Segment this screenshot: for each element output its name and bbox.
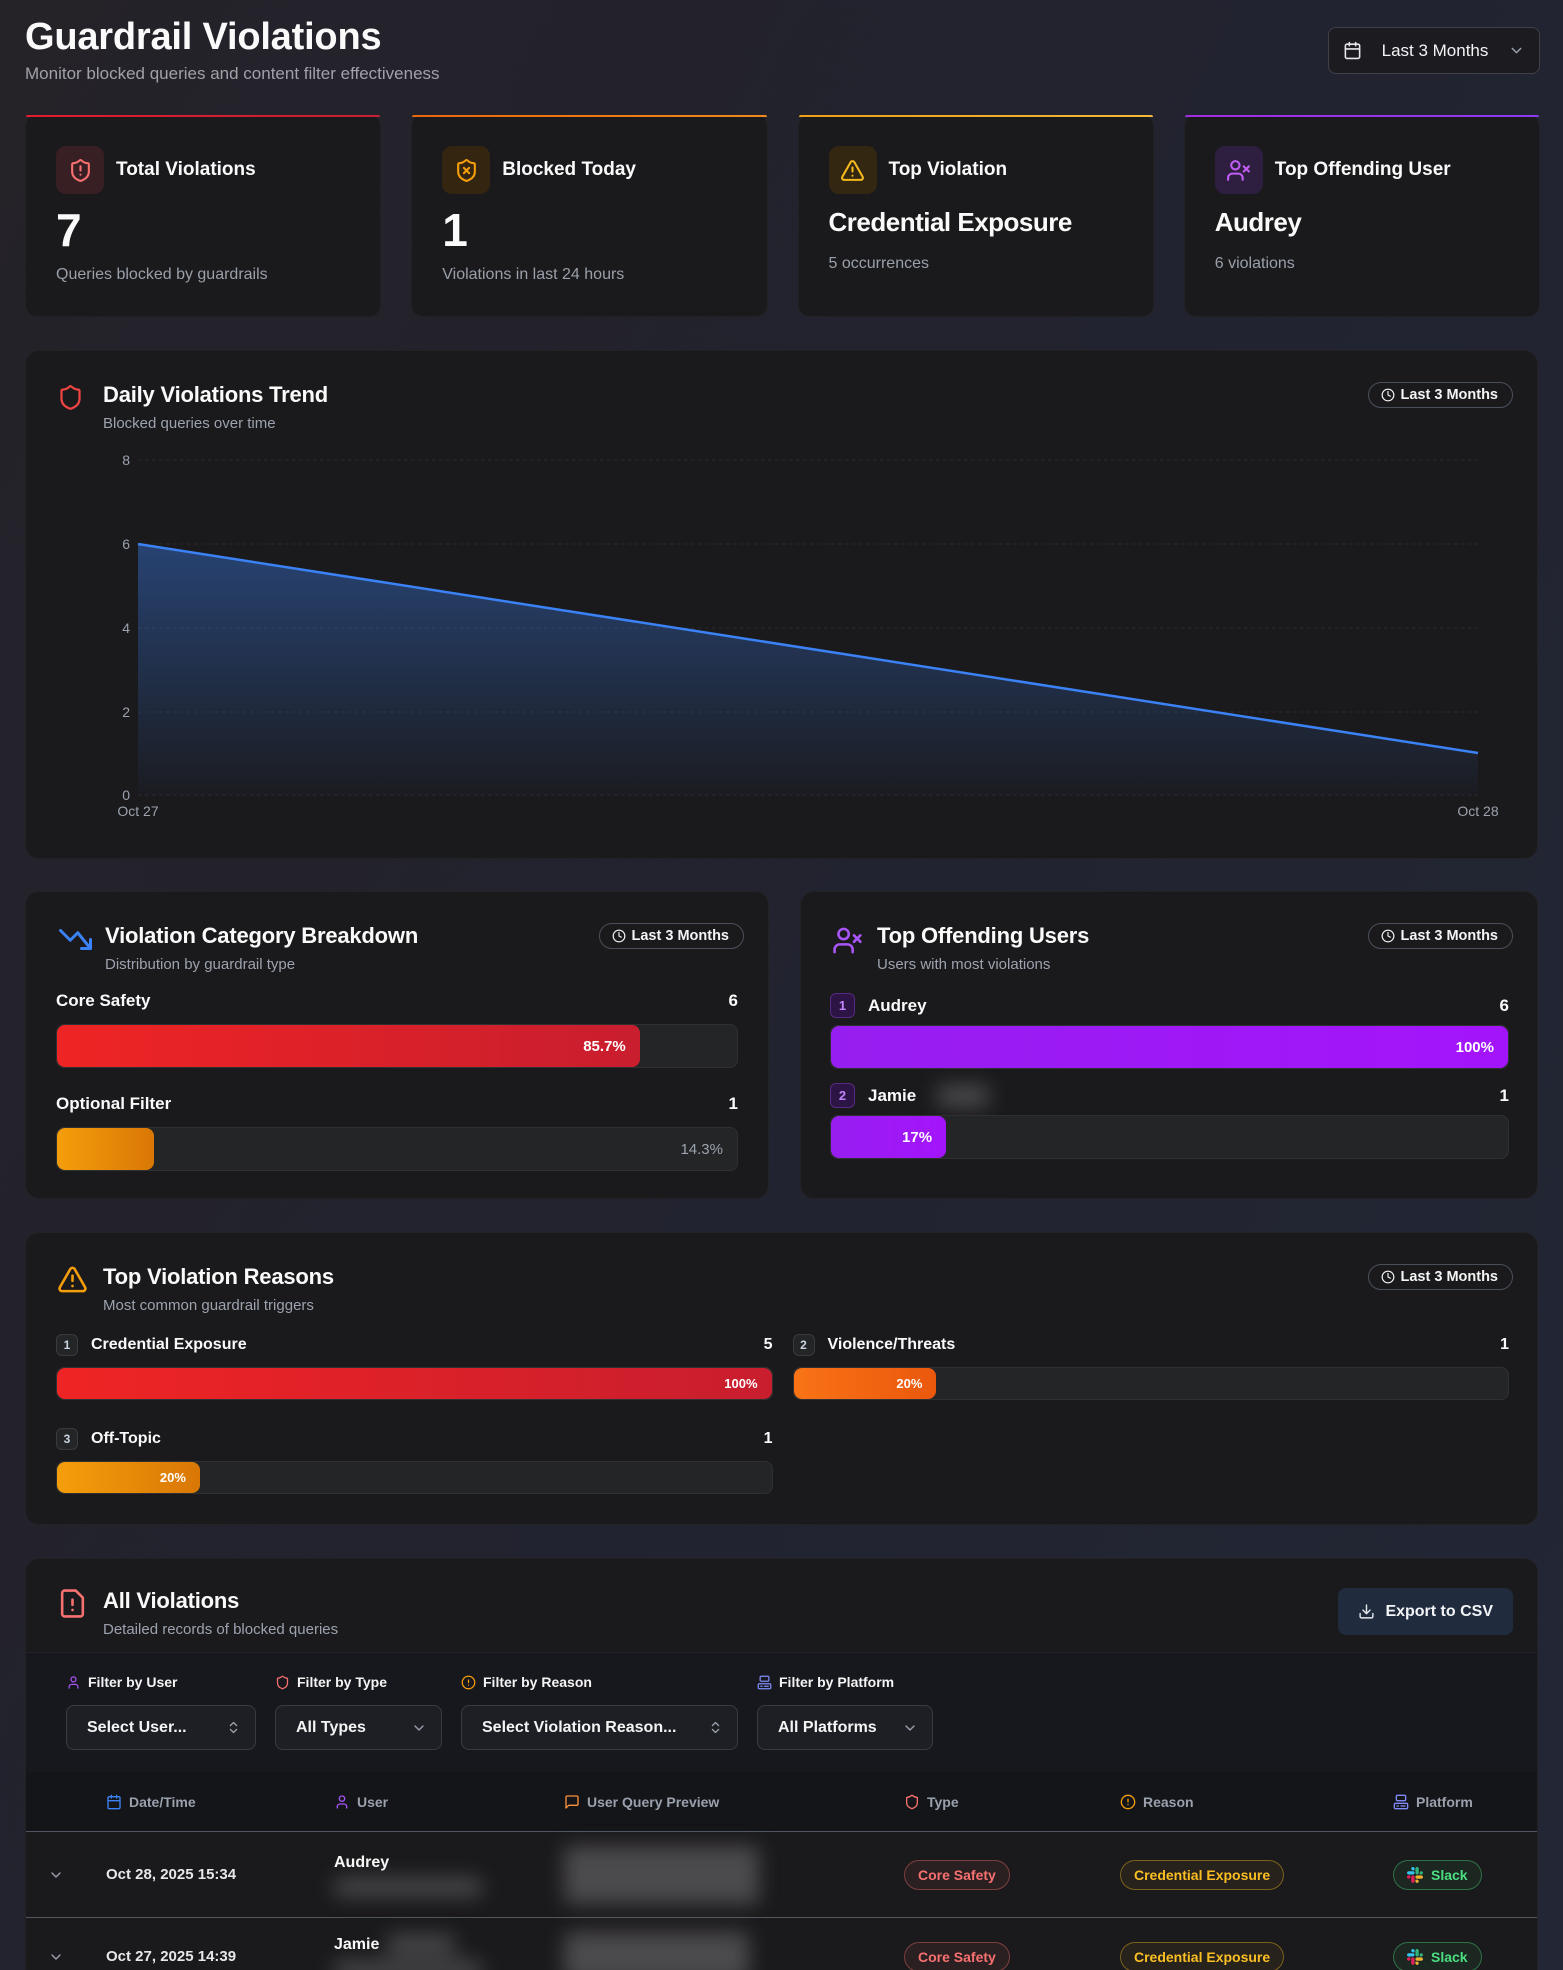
svg-text:2: 2 bbox=[122, 704, 130, 720]
svg-text:0: 0 bbox=[122, 787, 130, 803]
svg-text:4: 4 bbox=[122, 620, 130, 636]
svg-text:8: 8 bbox=[122, 452, 130, 468]
svg-text:6: 6 bbox=[122, 536, 130, 552]
svg-text:Oct 28: Oct 28 bbox=[1457, 803, 1498, 819]
svg-text:Oct 27: Oct 27 bbox=[117, 803, 158, 819]
